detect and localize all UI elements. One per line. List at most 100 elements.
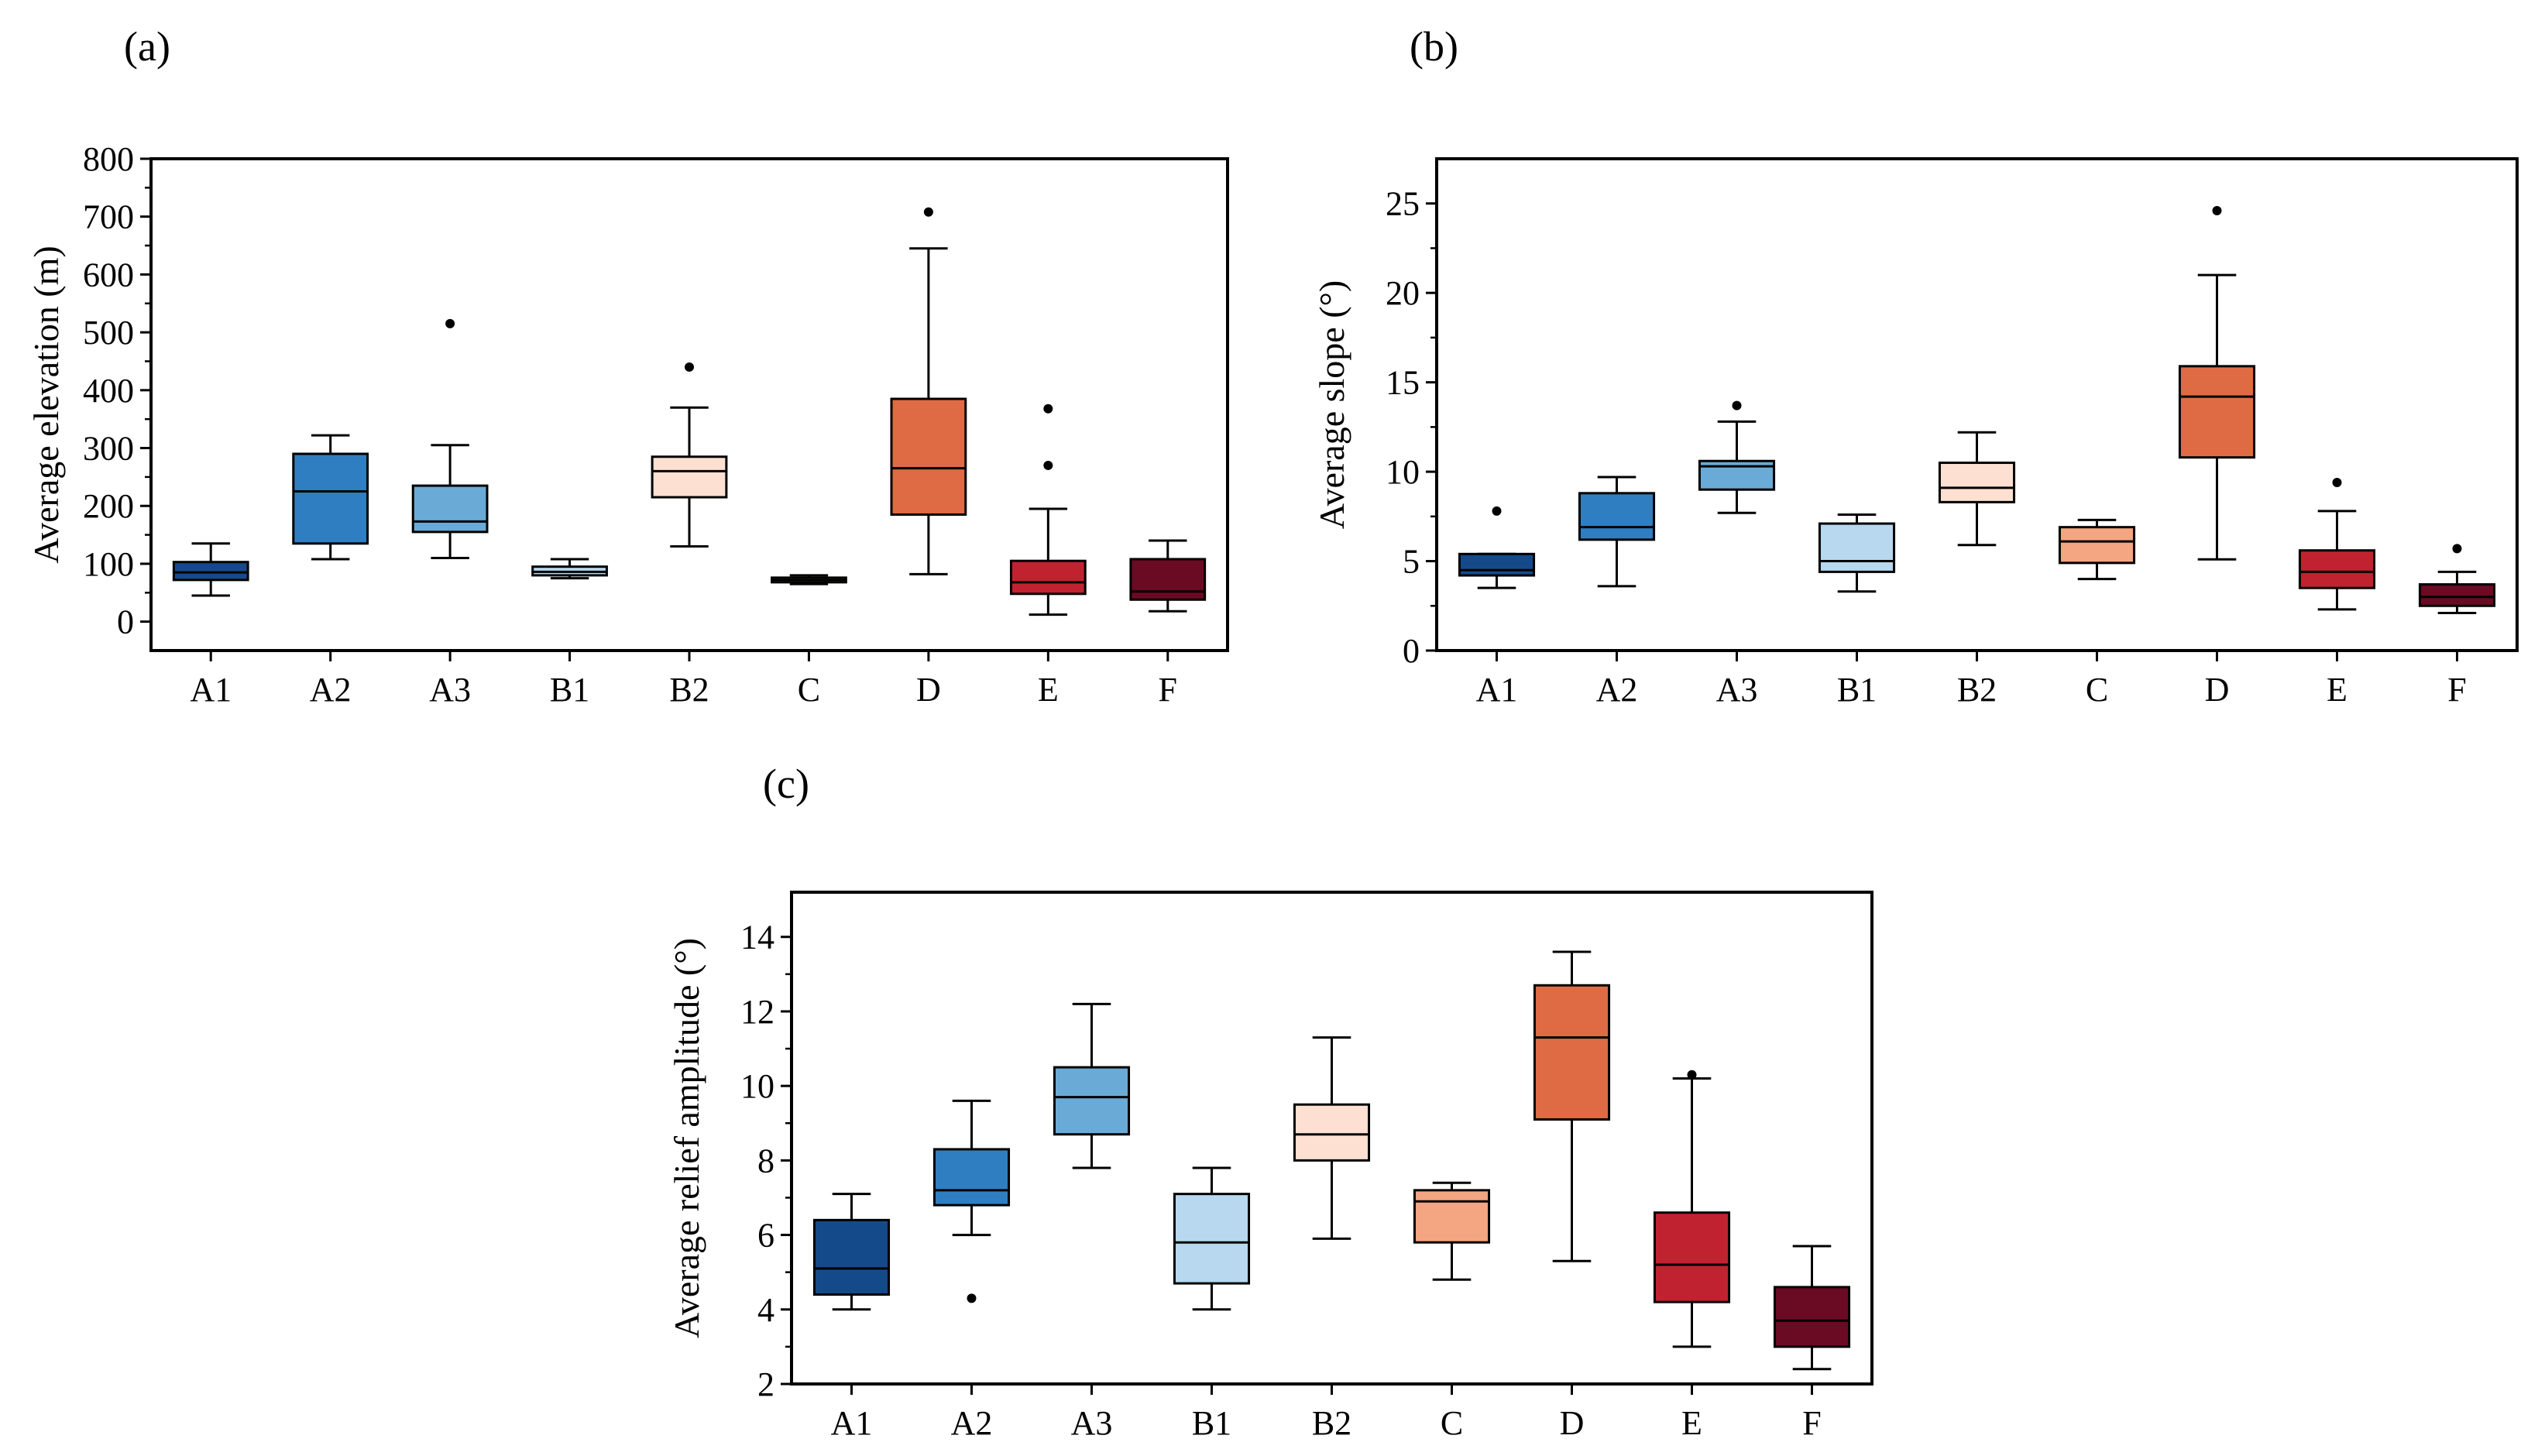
outlier-point: [1043, 403, 1053, 414]
box-relief-b1: [1173, 1166, 1251, 1311]
box-relief-b2: [1293, 1036, 1371, 1240]
y-tick-label: 700: [83, 198, 134, 236]
outlier-point: [445, 318, 455, 328]
box-relief-f: [1773, 1245, 1851, 1371]
y-tick-label: 600: [83, 256, 134, 294]
x-tick-label-a3: A3: [429, 671, 471, 709]
y-tick-label: 4: [757, 1291, 774, 1329]
x-tick-label-d: D: [2205, 671, 2230, 709]
x-tick-label-b2: B2: [1957, 671, 1997, 709]
iqr-box: [1413, 1189, 1491, 1244]
iqr-box: [812, 1218, 891, 1296]
x-tick-label-a3: A3: [1716, 671, 1758, 709]
x-tick-label-b1: B1: [550, 671, 589, 709]
iqr-box: [2418, 583, 2496, 607]
y-tick-label: 14: [740, 919, 774, 956]
outlier-point: [2212, 205, 2222, 215]
box-elevation-f: [1129, 539, 1207, 613]
y-tick-label: 6: [757, 1217, 774, 1255]
iqr-box: [2298, 549, 2376, 589]
outlier-point: [1687, 1070, 1697, 1080]
panel-label-a: (a): [124, 23, 170, 70]
outlier-point: [2332, 477, 2342, 487]
x-tick-label-a3: A3: [1071, 1404, 1113, 1442]
panel-b-slope-chart: 0 5 10 15 20 25 Average slope (°) A1 A2 A3 B1 B2 C D E…: [1312, 157, 2519, 709]
x-tick-label-f: F: [2447, 671, 2466, 709]
x-tick-label-c: C: [798, 671, 820, 709]
x-tick-label-b1: B1: [1837, 671, 1877, 709]
iqr-box: [651, 455, 728, 499]
y-tick-label: 10: [740, 1067, 774, 1105]
y-tick-label: 20: [1386, 274, 1420, 312]
outlier-point: [1492, 506, 1502, 516]
y-axis-label: Average slope (°): [1312, 280, 1351, 530]
y-tick-label: 10: [1386, 453, 1420, 491]
x-tick-label-a2: A2: [951, 1404, 993, 1442]
box-elevation-b1: [531, 558, 608, 580]
box-elevation-a3: [411, 318, 489, 559]
box-slope-a2: [1578, 476, 1656, 588]
iqr-box: [1053, 1066, 1131, 1136]
x-tick-label-a2: A2: [310, 671, 352, 709]
x-tick-label-b2: B2: [1312, 1404, 1351, 1442]
box-elevation-c: [771, 574, 847, 585]
outlier-point: [967, 1293, 977, 1303]
iqr-box: [932, 1148, 1011, 1207]
x-tick-label-d: D: [1560, 1404, 1585, 1442]
outlier-point: [685, 362, 694, 372]
iqr-box: [172, 561, 249, 582]
outlier-point: [1043, 460, 1053, 470]
x-tick-label-d: D: [916, 671, 941, 709]
iqr-box: [1533, 984, 1611, 1121]
iqr-box: [292, 452, 369, 545]
x-tick-label-a2: A2: [1596, 671, 1638, 709]
iqr-box: [1129, 558, 1207, 601]
box-slope-f: [2418, 544, 2496, 615]
iqr-box: [1818, 522, 1896, 573]
box-relief-d: [1533, 950, 1611, 1262]
panel-label-b: (b): [1410, 23, 1458, 70]
y-tick-label: 300: [83, 430, 134, 468]
iqr-box: [1653, 1211, 1731, 1303]
x-tick-label-b1: B1: [1192, 1404, 1231, 1442]
y-tick-label: 8: [757, 1142, 774, 1180]
box-relief-a3: [1053, 1002, 1131, 1169]
box-elevation-b2: [651, 362, 728, 548]
iqr-box: [2178, 365, 2256, 459]
x-tick-label-c: C: [1441, 1404, 1463, 1442]
iqr-box: [1938, 462, 2016, 503]
iqr-box: [1009, 559, 1087, 596]
x-tick-label-f: F: [1802, 1404, 1821, 1442]
box-slope-c: [2058, 518, 2136, 581]
box-elevation-d: [890, 207, 967, 575]
box-slope-d: [2178, 205, 2256, 561]
y-tick-label: 500: [83, 314, 134, 352]
x-tick-label-a1: A1: [190, 671, 232, 709]
y-tick-label: 15: [1386, 364, 1420, 402]
iqr-box: [1293, 1103, 1371, 1162]
y-tick-label: 200: [83, 487, 134, 525]
outlier-point: [923, 207, 933, 217]
box-elevation-a1: [172, 542, 249, 597]
box-slope-b1: [1818, 513, 1896, 593]
box-slope-e: [2298, 477, 2376, 611]
panel-a-elevation-chart: 0 100 200 300 400 500 600 700 800 Average elevati…: [26, 140, 1229, 709]
y-tick-label: 0: [117, 603, 134, 641]
iqr-box: [1578, 492, 1656, 541]
iqr-box: [1458, 552, 1536, 577]
iqr-box: [411, 484, 489, 534]
outlier-point: [2452, 544, 2462, 554]
box-relief-c: [1413, 1181, 1491, 1281]
y-axis-label: Average elevation (m): [26, 246, 66, 563]
box-slope-a3: [1698, 400, 1776, 514]
iqr-box: [1773, 1286, 1851, 1348]
y-tick-label: 800: [83, 140, 134, 178]
x-tick-label-f: F: [1159, 671, 1177, 709]
box-relief-e: [1653, 1070, 1731, 1348]
y-tick-label: 2: [757, 1365, 774, 1403]
y-tick-label: 25: [1386, 185, 1420, 223]
panel-c-relief-chart: 2 4 6 8 10 12 14 Average relief amplitude (°) A1…: [667, 891, 1873, 1442]
outlier-point: [1732, 400, 1742, 410]
x-tick-label-a1: A1: [1476, 671, 1518, 709]
iqr-box: [890, 397, 967, 516]
